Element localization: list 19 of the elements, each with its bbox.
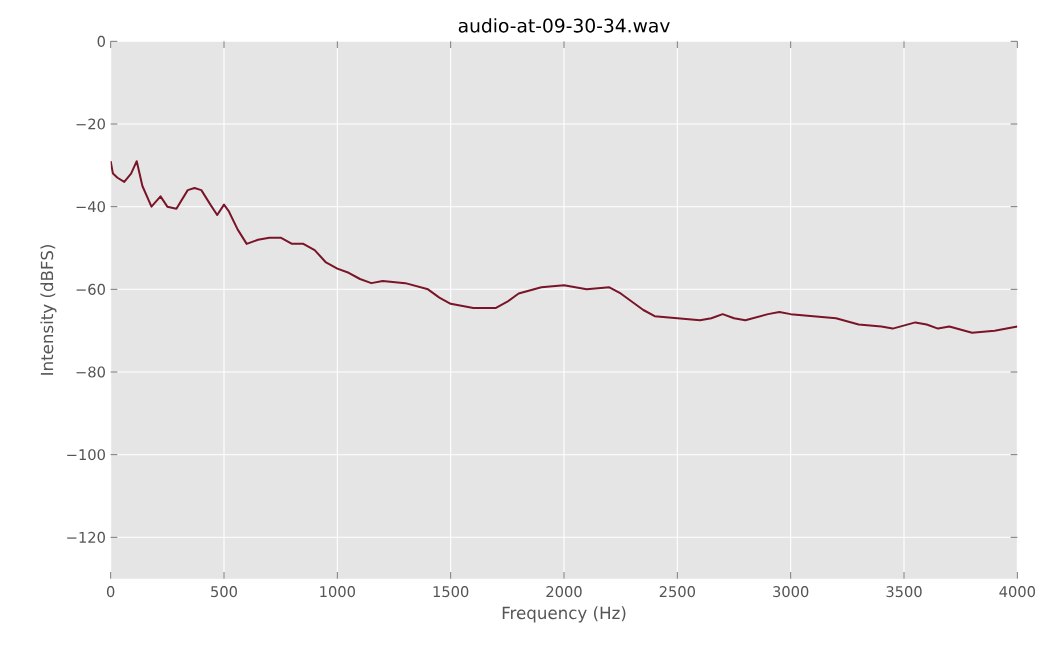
x-tick-label: 1500	[433, 586, 469, 598]
chart-title: audio-at-09-30-34.wav	[458, 18, 670, 33]
y-tick-label: −120	[67, 531, 105, 544]
x-axis-title: Frequency (Hz)	[502, 606, 626, 623]
y-tick-label: −20	[76, 118, 105, 130]
x-tick-label: 0	[106, 586, 115, 598]
y-tick-label: −100	[67, 449, 105, 461]
y-tick-label: −80	[76, 366, 105, 378]
x-tick-label: 4000	[999, 586, 1036, 598]
x-tick-label: 2000	[546, 586, 582, 598]
y-tick-label: −60	[76, 283, 105, 296]
x-tick-label: 3000	[773, 586, 809, 598]
x-tick-label: 1000	[320, 586, 355, 598]
y-axis-title: Intensity (dBFS)	[40, 245, 57, 375]
x-tick-label: 500	[211, 586, 238, 598]
x-tick-label: 2500	[659, 586, 696, 598]
y-tick-label: 0	[97, 35, 105, 48]
y-tick-label: −40	[76, 201, 105, 213]
x-tick-label: 3500	[886, 586, 922, 598]
